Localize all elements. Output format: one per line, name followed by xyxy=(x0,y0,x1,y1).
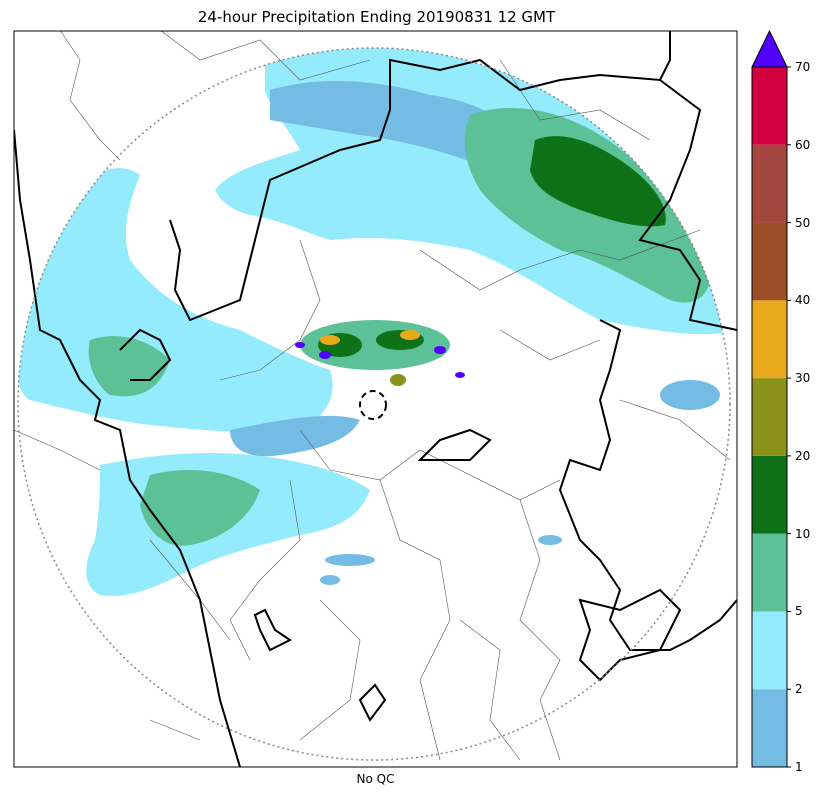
colorbar-tick-label: 20 xyxy=(795,448,811,463)
colorbar-tick-label: 40 xyxy=(795,293,811,308)
precip-cell xyxy=(325,554,375,566)
colorbar-frame xyxy=(751,66,788,768)
major-boundaries xyxy=(14,31,737,767)
colorbar-segment xyxy=(752,689,787,767)
radar-site-marker xyxy=(359,390,387,420)
colorbar-tick-label: 60 xyxy=(795,137,811,152)
colorbar-extend-arrow xyxy=(751,29,788,68)
colorbar-tick-label: 50 xyxy=(795,215,811,230)
colorbar-tick-label: 2 xyxy=(795,682,803,697)
colorbar-tick-label: 30 xyxy=(795,371,811,386)
precip-band-mid xyxy=(230,415,360,457)
colorbar-segment xyxy=(752,222,787,301)
colorbar-tick-label: 5 xyxy=(795,604,803,619)
precip-band-south-green xyxy=(140,470,260,546)
colorbar-tick-label: 10 xyxy=(795,526,811,541)
map-title: 24-hour Precipitation Ending 20190831 12… xyxy=(197,8,556,26)
colorbar-segment xyxy=(752,533,787,612)
precip-band-north-edge xyxy=(270,80,700,260)
colorbar-tick-label: 70 xyxy=(795,60,811,74)
convective-cluster xyxy=(295,320,465,386)
colorbar-segment xyxy=(752,67,787,145)
colorbar-segment xyxy=(752,611,787,690)
colorbar-segment xyxy=(752,455,787,534)
map-frame xyxy=(13,30,738,768)
colorbar-segment xyxy=(752,300,787,379)
colorbar-segment xyxy=(752,378,787,456)
colorbar-tick-label: 1 xyxy=(795,760,803,774)
precip-cell xyxy=(660,380,720,410)
precip-band-west-green xyxy=(88,336,170,397)
precip-cell xyxy=(320,575,340,585)
colorbar-segment xyxy=(752,144,787,223)
range-ring xyxy=(17,47,731,761)
x-axis-label: No QC xyxy=(356,772,395,786)
precip-cell xyxy=(538,535,562,545)
precip-band-north-dark xyxy=(530,136,666,227)
